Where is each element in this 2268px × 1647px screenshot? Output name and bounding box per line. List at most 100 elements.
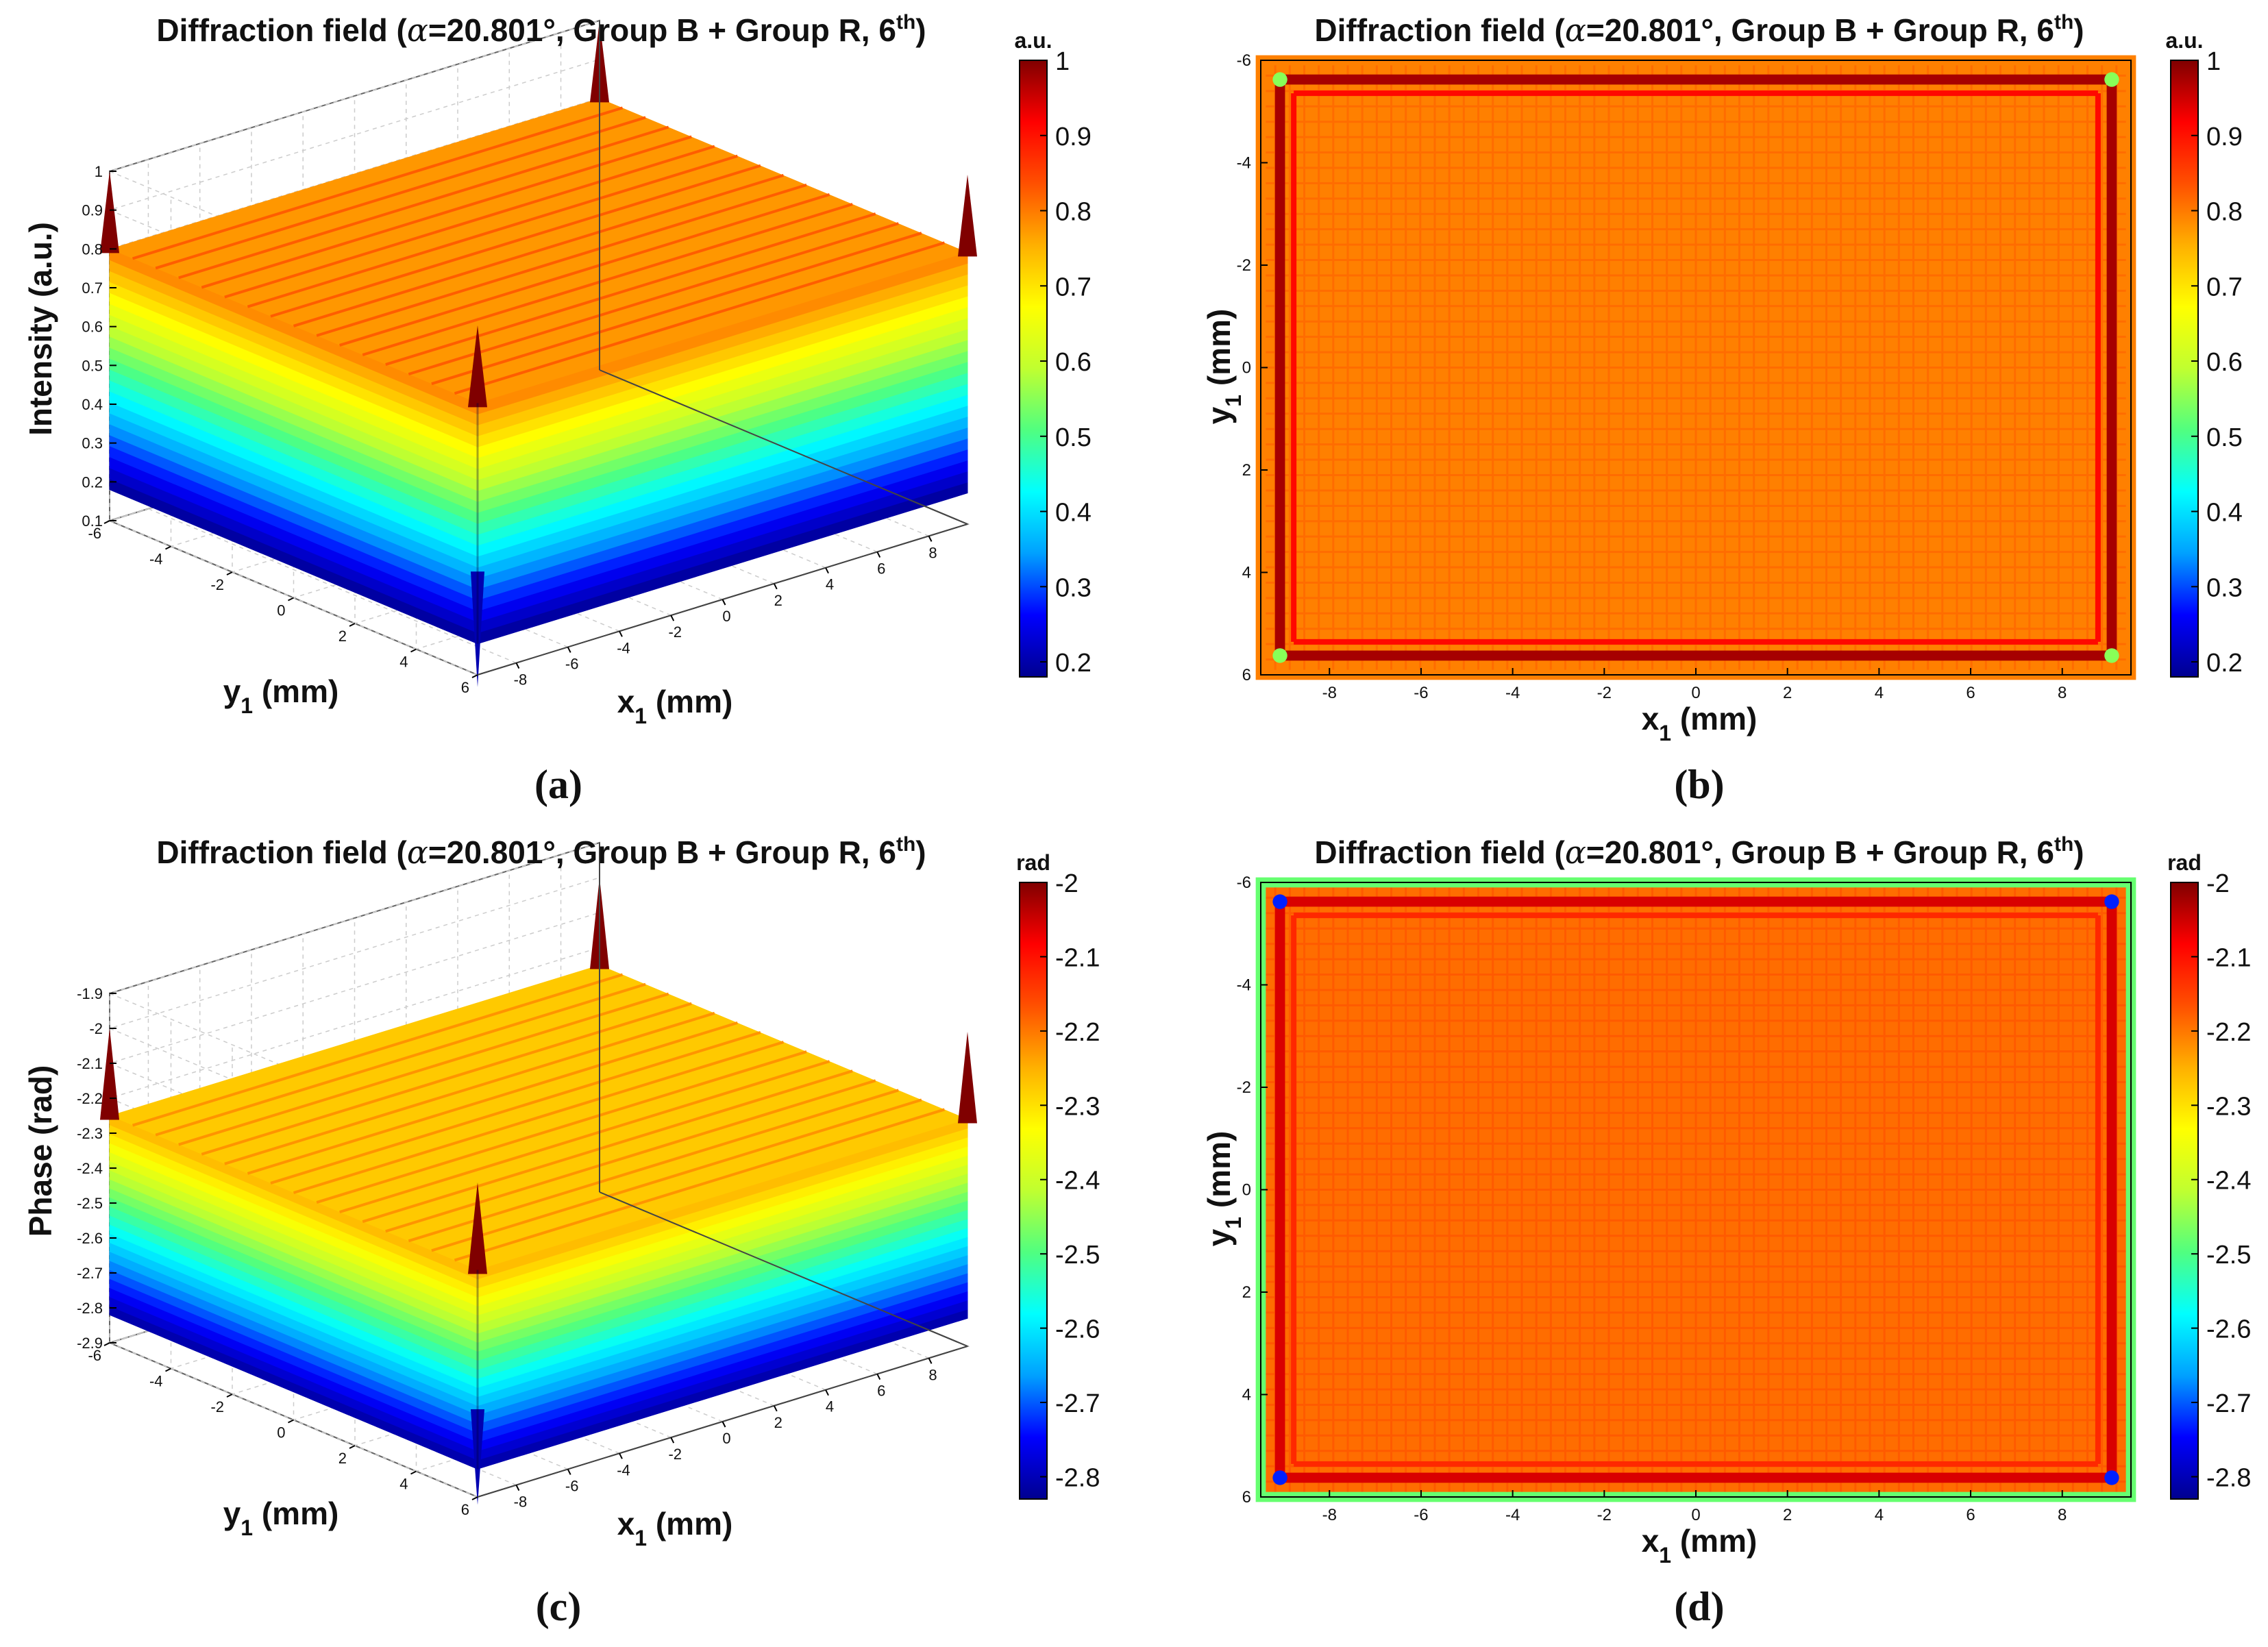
x-tick-label: -4 <box>617 1461 630 1478</box>
surface-ripple <box>178 992 669 1146</box>
surface-ripple <box>132 973 624 1127</box>
surface-ripple <box>155 116 646 270</box>
x-tick <box>773 1405 778 1412</box>
heatmap-edge-band <box>1294 90 2098 97</box>
panel-label: (c) <box>536 1584 582 1629</box>
x-tick-label: 0 <box>722 1430 730 1447</box>
heatmap-corner-spot <box>1272 72 1287 87</box>
surface-ripple <box>362 203 853 356</box>
colorbar-tick-label: 0.3 <box>2206 573 2243 602</box>
y-tick-label: -2 <box>1237 1078 1251 1097</box>
colorbar <box>1019 60 1048 678</box>
z-tick-label: -2.4 <box>77 1160 103 1177</box>
x-axis-label: x1 (mm) <box>617 684 733 728</box>
heatmap-edge-band <box>1280 1472 2112 1483</box>
x-tick-label: -2 <box>1597 684 1612 702</box>
surface-ripple <box>201 1002 692 1156</box>
y-tick-label: -6 <box>88 525 101 542</box>
surface-ripple <box>339 193 830 347</box>
y-tick <box>471 674 478 678</box>
colorbar-tick-label: 0.4 <box>1055 499 1092 528</box>
heatmap-corner-spot <box>1272 1470 1287 1485</box>
surface-ripple <box>224 1011 715 1165</box>
y-tick-label: -4 <box>149 1373 163 1390</box>
colorbar <box>2170 882 2199 1500</box>
z-tick-label: 0.2 <box>82 473 103 491</box>
y-tick-label: -2 <box>210 576 224 593</box>
z-tick-label: -2.8 <box>77 1300 103 1317</box>
x-tick <box>515 662 520 669</box>
x-tick-label: -4 <box>1505 684 1520 702</box>
axis-box: -2.9 -2.8 -2.7 -2.6 -2.5 -2.4 -2.3 -2.2 -2.1 -2 -1… <box>77 843 968 1518</box>
colorbar-tick-label: -2.8 <box>2206 1463 2251 1492</box>
x-tick-label: -6 <box>565 1477 579 1494</box>
z-tick-label: 0.5 <box>82 357 103 374</box>
y-tick-label: -2 <box>1237 256 1251 275</box>
heatmap-interior <box>1261 60 2131 675</box>
colorbar <box>2170 60 2199 678</box>
y-tick <box>349 1445 356 1449</box>
x-tick-label: 6 <box>877 1383 885 1400</box>
z-tick-label: -1.9 <box>77 985 103 1002</box>
heatmap-corner-spot <box>2104 894 2119 909</box>
y-tick <box>288 1419 294 1424</box>
x-tick-label: 2 <box>774 1414 782 1431</box>
heatmap-edge-band <box>1280 650 2112 661</box>
panel-label: (d) <box>1674 1584 1724 1629</box>
colorbar-tick-label: 0.9 <box>2206 123 2243 151</box>
x-tick-label: -2 <box>668 623 682 641</box>
heatmap-edge-band <box>1294 639 2098 645</box>
chart-title: Diffraction field (α=20.801°, Group B + … <box>1314 11 2084 49</box>
surface <box>100 21 977 687</box>
x-tick-label: -8 <box>514 1494 528 1511</box>
heatmap-corner-spot <box>2104 72 2119 87</box>
z-tick-label: -2 <box>89 1020 103 1037</box>
colorbar-tick-label: 0.3 <box>1055 573 1092 602</box>
corner-peak <box>468 1182 487 1274</box>
panel-b-intensity-map: -8 -6 -4 -2 0 2 4 6 8 -6 -4 -2 0 2 4 6 Diffraction field… <box>1201 11 2243 807</box>
heatmap-edge-band <box>1274 79 1285 656</box>
x-tick-label: -6 <box>1414 1506 1428 1524</box>
z-tick-label: 0.9 <box>82 202 103 219</box>
x-tick-label: 4 <box>826 576 834 593</box>
y-tick-label: 4 <box>399 654 408 671</box>
y-tick-label: 2 <box>1242 1283 1251 1302</box>
trough-spike <box>471 571 484 687</box>
z-tick-label: 0.7 <box>82 280 103 297</box>
x-tick-label: 4 <box>1875 1506 1884 1524</box>
y-tick-label: -4 <box>149 551 163 568</box>
colorbar-tick-label: -2.4 <box>1055 1167 1100 1196</box>
x-tick-label: 6 <box>877 560 885 578</box>
x-tick <box>825 567 829 574</box>
y-tick <box>165 1367 171 1372</box>
x-tick <box>619 630 623 637</box>
colorbar-tick-label: -2.5 <box>2206 1241 2251 1270</box>
x-tick-label: 0 <box>1691 684 1700 702</box>
corner-peak <box>468 325 487 408</box>
box-edge <box>599 369 968 525</box>
surface-ripple <box>178 125 669 280</box>
z-tick-label: -2.1 <box>77 1055 103 1072</box>
z-tick-label: 0.4 <box>82 396 103 413</box>
heatmap-fringes <box>1261 882 2131 1497</box>
z-tick-label: -2.5 <box>77 1195 103 1212</box>
y-tick-label: -2 <box>210 1398 224 1415</box>
y-tick-label: 0 <box>1242 1181 1251 1200</box>
heatmap-edge-band <box>1294 1461 2098 1467</box>
y-axis-label: y1 (mm) <box>223 673 339 718</box>
surface-ripple <box>132 106 624 260</box>
heatmap-corner-spot <box>2104 648 2119 663</box>
panel-d-phase-map: -8 -6 -4 -2 0 2 4 6 8 -6 -4 -2 0 2 4 6 Diffraction field… <box>1201 833 2251 1629</box>
colorbar-tick-label: -2.2 <box>1055 1018 1100 1047</box>
colorbar-tick-label: 1 <box>2206 47 2221 76</box>
z-tick-label: 1 <box>95 163 103 180</box>
heatmap-edge-band <box>1280 74 2112 85</box>
x-tick-label: 4 <box>1875 684 1884 702</box>
colorbar-tick-label: 0.7 <box>1055 273 1092 301</box>
colorbar-tick-label: 0.8 <box>2206 198 2243 227</box>
z-tick-label: -2.2 <box>77 1090 103 1107</box>
x-tick <box>567 1469 571 1475</box>
colorbar-tick-label: -2.6 <box>2206 1315 2251 1344</box>
x-tick <box>876 1374 881 1380</box>
z-tick-label: -2.9 <box>77 1335 103 1352</box>
